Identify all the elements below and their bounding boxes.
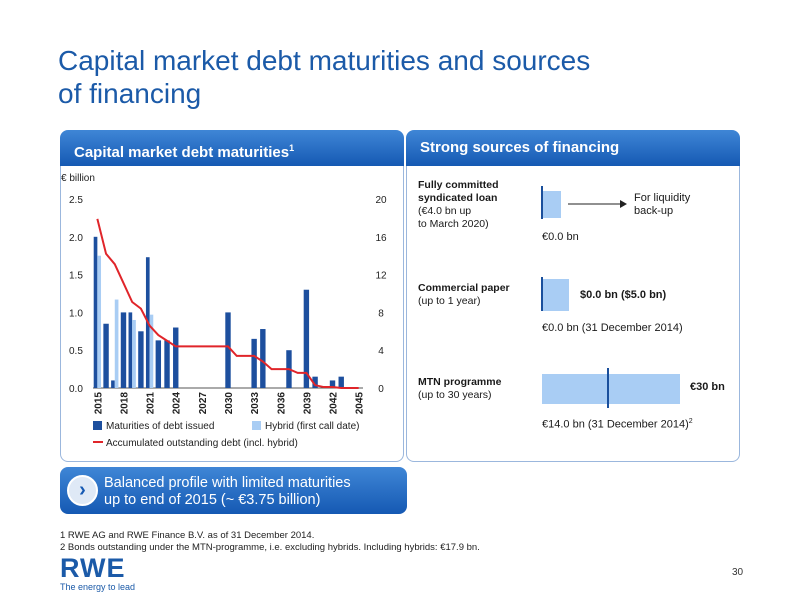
x-tick-label: 2024	[172, 392, 183, 415]
bar-maturity	[120, 312, 127, 388]
legend-label-accumulated: Accumulated outstanding debt (incl. hybr…	[106, 438, 298, 449]
left-panel-header: Capital market debt maturities1	[60, 130, 404, 166]
bar-maturity	[329, 380, 336, 388]
y2-tick-label: 20	[375, 195, 387, 206]
syndicated-loan-box	[542, 191, 561, 218]
y-tick-label: 1.5	[69, 271, 83, 282]
rwe-logo: RWE	[60, 553, 126, 583]
x-tick-label: 2036	[276, 392, 287, 415]
x-tick-label: 2015	[93, 392, 104, 415]
bar-maturity	[251, 338, 257, 388]
mtn-programme-sub: (up to 30 years)	[418, 389, 492, 401]
y-tick-label: 0.0	[69, 384, 83, 395]
bar-maturity	[338, 376, 344, 388]
syndicated-loan-label: Fully committed syndicated loan (€4.0 bn…	[418, 179, 499, 231]
accumulated-debt-line	[96, 218, 359, 389]
bar-hybrid	[97, 255, 102, 388]
x-tick-label: 2021	[146, 392, 157, 415]
debt-maturities-chart: € billion 0.0 0.5 1.0 1.5 2.0 2.5 0 4 8 12 16 20 2015…	[61, 173, 387, 449]
page-title: Capital market debt maturities and sourc…	[58, 44, 678, 110]
bar-maturity	[103, 323, 109, 388]
bar-maturity	[138, 331, 144, 388]
bar-maturity	[155, 340, 162, 388]
bar-maturity	[111, 380, 115, 388]
bar-maturity	[260, 329, 266, 388]
commercial-paper-label: Commercial paper (up to 1 year)	[418, 282, 510, 308]
y-tick-label: 0.5	[69, 346, 83, 357]
legend-label-maturities: Maturities of debt issued	[106, 421, 214, 432]
liquidity-backup-line-2: back-up	[634, 205, 674, 217]
bar-maturity	[312, 376, 318, 388]
callout-line-1: Balanced profile with limited maturities	[104, 475, 351, 491]
chevron-right-icon: ›	[67, 475, 98, 506]
syndicated-loan-sub-2: to March 2020)	[418, 218, 489, 230]
bar-hybrid	[149, 314, 154, 388]
page-number: 30	[732, 567, 744, 578]
mtn-programme-title: MTN programme	[418, 376, 502, 388]
y-tick-label: 2.5	[69, 195, 83, 206]
y2-tick-label: 16	[375, 233, 387, 244]
bar-maturity	[164, 340, 170, 388]
footnote-2: 2 Bonds outstanding under the MTN-progra…	[60, 542, 480, 553]
footnote-1: 1 RWE AG and RWE Finance B.V. as of 31 D…	[60, 530, 315, 541]
callout-text: Balanced profile with limited maturities…	[104, 475, 351, 509]
commercial-paper-value: $0.0 bn ($5.0 bn)	[580, 289, 667, 301]
commercial-paper-box	[542, 279, 569, 311]
arrow-right-icon	[568, 200, 627, 208]
bar-maturity	[225, 312, 231, 388]
legend-swatch-hybrid	[252, 421, 261, 430]
left-panel-header-sup: 1	[289, 143, 295, 153]
y-axis-unit-label: € billion	[61, 173, 95, 184]
y2-tick-label: 8	[378, 308, 384, 319]
syndicated-loan-used: €0.0 bn	[542, 231, 579, 243]
y2-tick-label: 4	[378, 346, 384, 357]
bar-hybrid	[132, 319, 136, 388]
syndicated-loan-title-2: syndicated loan	[418, 192, 498, 204]
callout-line-2: up to end of 2015 (~ €3.75 billion)	[104, 492, 321, 508]
syndicated-loan-marker	[541, 186, 543, 219]
x-tick-label: 2030	[224, 392, 235, 415]
right-panel-body	[406, 166, 740, 462]
mtn-programme-used-text: €14.0 bn (31 December 2014)	[542, 418, 689, 431]
x-tick-label: 2042	[329, 392, 340, 415]
x-tick-label: 2045	[355, 392, 366, 415]
commercial-paper-used: €0.0 bn (31 December 2014)	[542, 322, 683, 334]
y2-tick-label: 12	[375, 271, 387, 282]
left-panel-header-text: Capital market debt maturities	[74, 144, 290, 161]
syndicated-loan-title-1: Fully committed	[418, 179, 499, 191]
syndicated-loan-sub-1: (€4.0 bn up	[418, 205, 472, 217]
mtn-programme-label: MTN programme (up to 30 years)	[418, 376, 501, 402]
x-tick-label: 2033	[250, 392, 261, 415]
legend-swatch-maturities	[93, 421, 102, 430]
commercial-paper-sub: (up to 1 year)	[418, 295, 481, 307]
mtn-programme-used-sup: 2	[688, 418, 693, 425]
mtn-programme-marker	[607, 368, 609, 408]
liquidity-backup-line-1: For liquidity	[634, 192, 691, 204]
mtn-programme-used: €14.0 bn (31 December 2014)2	[542, 418, 693, 431]
x-tick-label: 2027	[198, 392, 209, 415]
bar-hybrid	[114, 299, 119, 388]
commercial-paper-title: Commercial paper	[418, 282, 510, 294]
page-title-line-2: of financing	[58, 78, 202, 109]
right-panel-header: Strong sources of financing	[406, 130, 740, 166]
x-tick-label: 2018	[119, 392, 130, 415]
y-tick-label: 2.0	[69, 233, 83, 244]
right-panel-header-text: Strong sources of financing	[420, 139, 620, 156]
bar-maturity	[128, 312, 133, 388]
x-tick-label: 2039	[302, 392, 313, 415]
y2-tick-label: 0	[378, 384, 384, 395]
bar-maturity	[93, 236, 98, 388]
page-title-line-1: Capital market debt maturities and sourc…	[58, 45, 591, 76]
mtn-programme-value: €30 bn	[690, 381, 725, 393]
bar-maturity	[303, 289, 310, 388]
summary-callout: › Balanced profile with limited maturiti…	[60, 467, 407, 514]
mtn-programme-box	[542, 374, 680, 404]
left-panel-body: € billion 0.0 0.5 1.0 1.5 2.0 2.5 0 4 8 12 16 20 2015…	[60, 166, 404, 462]
y-tick-label: 1.0	[69, 308, 83, 319]
liquidity-backup-text: For liquidity back-up	[634, 192, 690, 218]
logo-tagline: The energy to lead	[60, 582, 136, 592]
commercial-paper-marker	[541, 277, 543, 311]
bar-maturity	[173, 327, 179, 388]
legend-label-hybrid: Hybrid (first call date)	[265, 421, 359, 432]
